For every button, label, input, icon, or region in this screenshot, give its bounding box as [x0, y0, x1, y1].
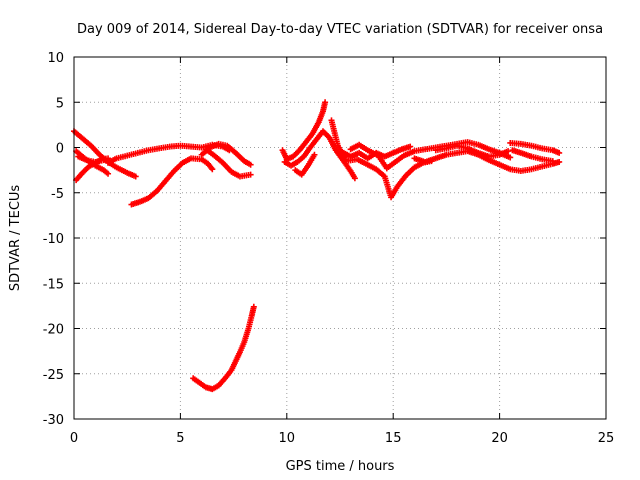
data-trace	[292, 151, 318, 178]
x-axis-label: GPS time / hours	[286, 459, 395, 474]
data-point	[311, 151, 318, 158]
data-point	[507, 154, 514, 161]
data-point	[250, 303, 257, 310]
data-trace	[279, 99, 329, 163]
data-point	[351, 175, 358, 182]
x-tick-label: 10	[279, 431, 296, 446]
y-tick-label: -30	[43, 413, 64, 428]
y-tick-label: -15	[43, 277, 64, 292]
x-tick-label: 20	[491, 431, 508, 446]
y-axis-ticks: -30 -25 -20 -15 -10 -5 0 5 10	[43, 51, 606, 428]
y-tick-label: -25	[43, 368, 64, 383]
data-point	[247, 161, 254, 168]
data-point	[549, 158, 556, 165]
data-trace	[75, 153, 107, 165]
data-trace	[432, 142, 512, 160]
data-point	[105, 170, 112, 177]
data-trace	[71, 128, 139, 180]
data-point	[505, 148, 512, 155]
y-tick-label: -10	[43, 232, 64, 247]
y-tick-label: 10	[47, 51, 64, 66]
data-point	[407, 143, 414, 150]
data-point	[556, 158, 563, 165]
data-point	[322, 99, 329, 106]
chart-title: Day 009 of 2014, Sidereal Day-to-day VTE…	[77, 22, 603, 37]
grid-lines	[74, 57, 606, 419]
data-trace	[328, 117, 435, 201]
data-point	[247, 171, 254, 178]
x-axis-ticks: 0 5 10 15 20 25	[70, 57, 614, 446]
data-trace	[509, 147, 556, 165]
data-trace	[281, 128, 358, 182]
data-point	[100, 157, 107, 164]
y-axis-label: SDTVAR / TECUs	[8, 185, 23, 292]
data-trace	[128, 155, 216, 208]
data-trace	[507, 139, 563, 156]
data-point	[556, 149, 563, 156]
x-tick-label: 0	[70, 431, 78, 446]
y-tick-label: -5	[51, 187, 64, 202]
data-points	[71, 99, 563, 393]
data-trace	[202, 146, 254, 180]
data-point	[209, 166, 216, 173]
x-tick-label: 5	[176, 431, 184, 446]
series-sdtvar	[71, 99, 563, 393]
x-tick-label: 25	[598, 431, 615, 446]
y-tick-label: 5	[56, 96, 64, 111]
data-point	[132, 173, 139, 180]
data-trace	[190, 303, 257, 393]
x-tick-label: 15	[385, 431, 402, 446]
y-tick-label: 0	[56, 142, 64, 157]
y-tick-label: -20	[43, 323, 64, 338]
